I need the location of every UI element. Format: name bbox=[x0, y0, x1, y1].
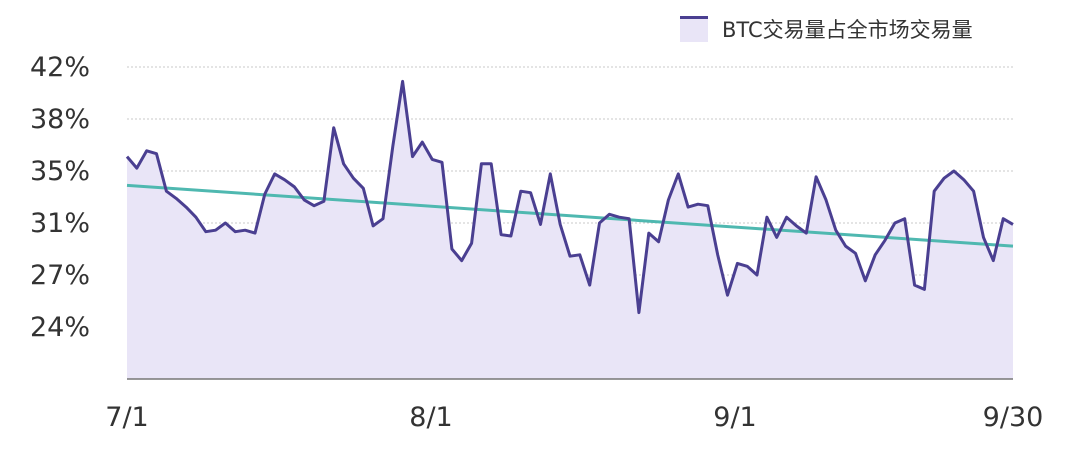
x-tick-label: 9/1 bbox=[713, 402, 757, 433]
y-tick-label: 42% bbox=[30, 52, 91, 83]
legend-label: BTC交易量占全市场交易量 bbox=[722, 18, 973, 42]
y-tick-label: 31% bbox=[30, 208, 91, 239]
y-tick-label: 27% bbox=[30, 260, 91, 291]
x-tick-label: 7/1 bbox=[105, 402, 149, 433]
y-tick-label: 35% bbox=[30, 156, 91, 187]
series-line bbox=[125, 79, 1014, 315]
trend-line bbox=[126, 183, 1014, 248]
legend[interactable]: BTC交易量占全市场交易量 bbox=[680, 14, 973, 44]
y-tick-label: 24% bbox=[30, 312, 91, 343]
series-area-fill bbox=[127, 81, 1013, 380]
y-tick-label: 38% bbox=[30, 104, 91, 135]
x-tick-label: 9/30 bbox=[982, 402, 1044, 433]
x-tick-label: 8/1 bbox=[409, 402, 453, 433]
legend-swatch-icon bbox=[680, 16, 708, 42]
